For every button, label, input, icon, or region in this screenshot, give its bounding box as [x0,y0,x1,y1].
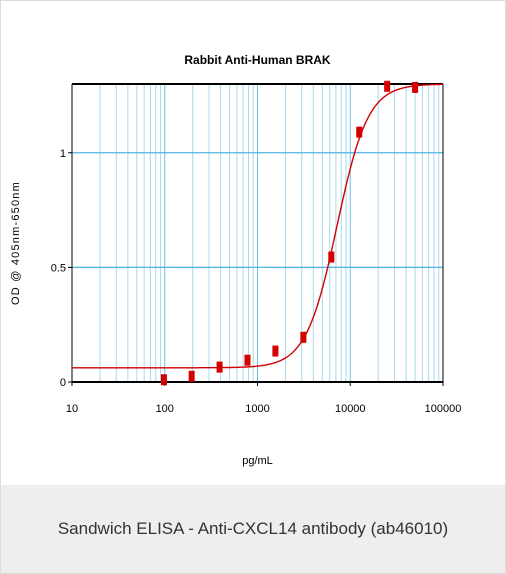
y-tick-label: 1 [60,148,66,160]
elisa-chart: 10 100 1000 10000 100000 00.51 Rabbit Anti-H… [10,53,461,467]
data-point [356,126,363,138]
x-axis-label: pg/mL [242,455,273,467]
data-point [272,345,279,357]
x-tick-label: 10 [66,403,78,415]
y-tick-label: 0 [60,377,66,389]
y-tick-labels: 00.51 [51,148,66,389]
x-tick-label: 10000 [335,403,366,415]
data-points [160,80,419,386]
x-tick-label: 100 [156,403,174,415]
minor-gridlines [99,84,440,382]
chart-title: Rabbit Anti-Human BRAK [184,53,331,67]
fit-curve [72,83,443,369]
chart-figure: 10 100 1000 10000 100000 0 0.5 1 Rabbit Anti-H… [1,1,505,485]
y-axis-label: OD @ 405nm-650nm [10,181,22,305]
data-point [188,370,195,382]
data-point [244,354,251,366]
x-tick-label: 100000 [425,403,462,415]
data-point [216,361,223,373]
caption-box: Sandwich ELISA - Anti-CXCL14 antibody (a… [1,485,505,573]
figure-caption: Sandwich ELISA - Anti-CXCL14 antibody (a… [57,519,449,538]
data-point [384,80,391,92]
x-tick-labels: 10 100 1000 10000 100000 [66,403,461,415]
plot-frame [71,83,444,383]
axis-ticks [68,152,444,386]
x-tick-label: 1000 [245,403,269,415]
data-point [160,374,167,386]
y-tick-label: 0.5 [51,262,66,274]
data-point [412,81,419,93]
data-point [300,331,307,343]
data-point [328,251,335,263]
